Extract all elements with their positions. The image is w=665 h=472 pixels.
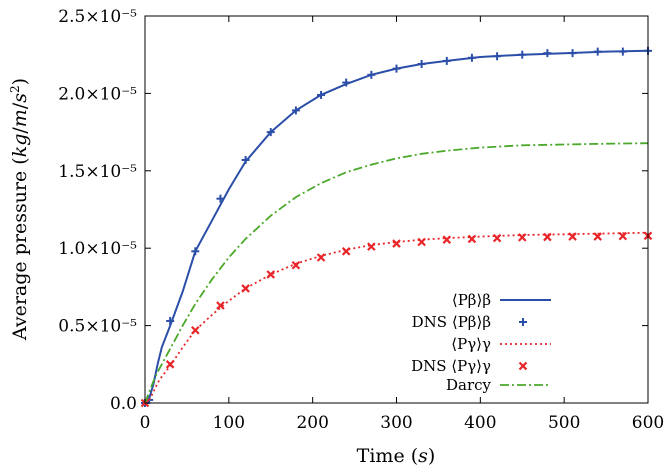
data-point bbox=[618, 47, 627, 56]
plot-frame bbox=[144, 15, 649, 404]
y-tick-label: 2.5×10⁻⁵ bbox=[58, 7, 137, 27]
legend-item: DNS ⟨Pγ⟩γ bbox=[411, 357, 528, 375]
data-point bbox=[442, 56, 451, 65]
x-axis-label: Time (s) bbox=[357, 445, 436, 467]
data-point bbox=[467, 53, 476, 62]
legend-label: DNS ⟨Pβ⟩β bbox=[412, 313, 491, 331]
y-tick-label: 0.5×10⁻⁵ bbox=[58, 317, 137, 337]
series-3 bbox=[140, 231, 653, 408]
data-point bbox=[165, 360, 175, 369]
series-0 bbox=[144, 49, 649, 404]
data-point bbox=[266, 128, 275, 137]
data-point bbox=[266, 270, 276, 279]
data-point bbox=[618, 231, 628, 241]
data-point bbox=[568, 232, 577, 241]
y-tick-label: 1.0×10⁻⁵ bbox=[58, 239, 137, 259]
data-point bbox=[367, 70, 376, 79]
series-line bbox=[144, 231, 649, 404]
data-point bbox=[568, 49, 577, 58]
data-point bbox=[467, 234, 477, 244]
data-point bbox=[241, 155, 250, 164]
legend-label: ⟨Pγ⟩γ bbox=[451, 335, 491, 353]
x-tick-label: 200 bbox=[296, 413, 328, 433]
data-point bbox=[216, 301, 225, 310]
data-point bbox=[191, 247, 200, 256]
data-point bbox=[291, 260, 301, 270]
series-4 bbox=[144, 142, 649, 404]
data-point bbox=[166, 316, 175, 325]
data-point bbox=[493, 52, 502, 61]
x-axis: 0 100 200 300 400 500 600 bbox=[140, 16, 664, 433]
x-tick-label: 600 bbox=[632, 413, 664, 433]
series-line bbox=[144, 49, 649, 404]
series-2 bbox=[144, 231, 649, 404]
series-line bbox=[144, 142, 649, 404]
data-point bbox=[417, 237, 426, 247]
legend-label: DNS ⟨Pγ⟩γ bbox=[411, 357, 491, 375]
data-point bbox=[342, 78, 351, 87]
data-point bbox=[341, 247, 351, 256]
data-point bbox=[316, 253, 326, 262]
y-tick-label: 2.0×10⁻⁵ bbox=[58, 84, 137, 104]
data-point bbox=[593, 47, 602, 56]
data-point bbox=[392, 64, 401, 73]
legend-item: Darcy bbox=[446, 376, 551, 394]
legend-label: Darcy bbox=[446, 376, 492, 394]
plot-area bbox=[140, 46, 653, 408]
x-tick-label: 300 bbox=[380, 413, 412, 433]
legend-label: ⟨Pβ⟩β bbox=[452, 291, 491, 309]
legend-item: DNS ⟨Pβ⟩β bbox=[412, 313, 527, 331]
data-point bbox=[392, 239, 401, 248]
x-tick-label: 100 bbox=[213, 413, 245, 433]
y-axis: 0.0 0.5×10⁻⁵ 1.0×10⁻⁵ 1.5×10⁻⁵ 2.0×10⁻⁵ 2.5×1… bbox=[58, 7, 648, 414]
data-point bbox=[593, 232, 602, 241]
x-tick-label: 500 bbox=[548, 413, 580, 433]
data-point bbox=[291, 106, 300, 115]
data-point bbox=[543, 232, 552, 242]
legend-item: ⟨Pβ⟩β bbox=[452, 291, 551, 309]
legend-swatch bbox=[518, 361, 528, 371]
data-point bbox=[517, 233, 527, 242]
data-point bbox=[492, 233, 502, 243]
data-point bbox=[317, 90, 326, 99]
data-point bbox=[216, 194, 225, 203]
data-point bbox=[442, 235, 452, 244]
legend-item: ⟨Pγ⟩γ bbox=[451, 335, 551, 353]
data-point bbox=[417, 59, 426, 68]
x-tick-label: 400 bbox=[464, 413, 496, 433]
data-point bbox=[543, 49, 552, 58]
data-point bbox=[241, 284, 250, 293]
y-tick-label: 1.5×10⁻⁵ bbox=[58, 162, 137, 182]
series-1 bbox=[141, 46, 652, 407]
data-point bbox=[191, 325, 200, 335]
y-tick-label: 0.0 bbox=[110, 394, 137, 414]
data-point bbox=[518, 50, 527, 59]
x-tick-label: 0 bbox=[140, 413, 151, 433]
y-axis-label: Average pressure (kg/m/s2) bbox=[8, 78, 31, 341]
data-point bbox=[367, 242, 376, 251]
